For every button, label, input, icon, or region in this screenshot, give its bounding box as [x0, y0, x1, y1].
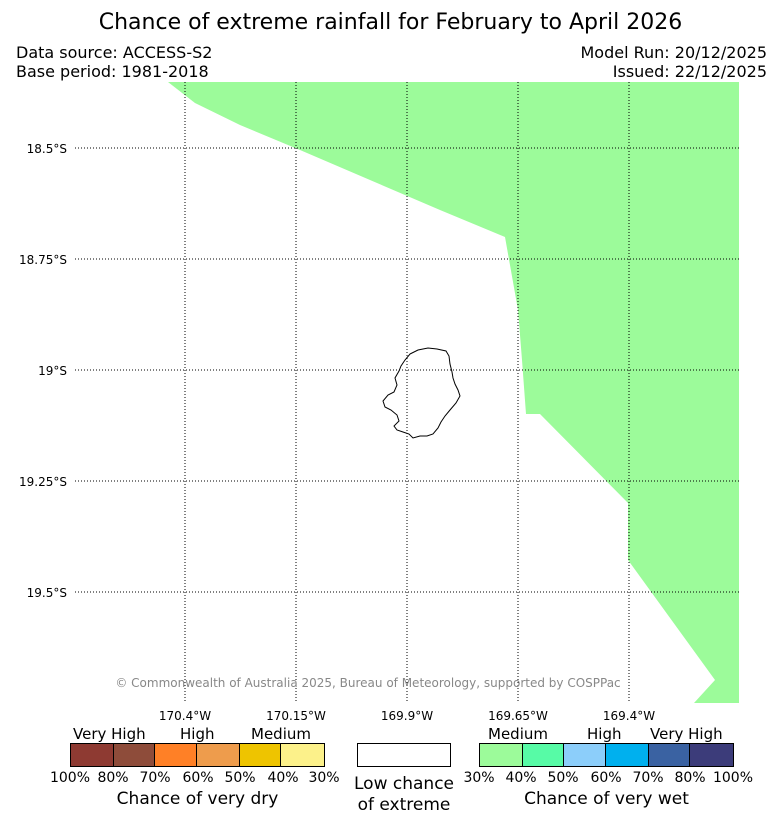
legend-wet-tick: 70%: [632, 770, 664, 786]
legend-swatch: [281, 744, 324, 766]
legend-dry-header-very-high: Very High: [73, 725, 146, 743]
legend-dry-caption: Chance of very dry: [116, 789, 279, 809]
legend-wet-tick: 30%: [463, 770, 495, 786]
legend-swatch: [239, 744, 282, 766]
lon-label: 170.4°W: [159, 709, 211, 723]
legend-swatch: [522, 744, 565, 766]
legend-swatch: [648, 744, 691, 766]
lat-label: 19.25°S: [19, 475, 67, 489]
legend-swatch: [358, 744, 450, 766]
legend-swatch: [71, 744, 114, 766]
legend-dry-tick: 50%: [224, 770, 256, 786]
legend-dry-header-medium: Medium: [251, 725, 311, 743]
meta-left: Data source: ACCESS-S2 Base period: 1981…: [16, 43, 212, 81]
legend-swatch: [155, 744, 197, 766]
lat-label: 18.75°S: [19, 253, 67, 267]
issued-date: Issued: 22/12/2025: [612, 62, 767, 81]
lon-label: 169.4°W: [603, 709, 655, 723]
legend-swatch: [564, 744, 606, 766]
lon-label: 169.65°W: [488, 709, 548, 723]
legend-wet-header-medium: Medium: [488, 725, 548, 743]
legend-wet-tick: 40%: [505, 770, 537, 786]
chart-title: Chance of extreme rainfall for February …: [98, 10, 683, 35]
legend-swatch: [480, 744, 523, 766]
legend-swatch: [113, 744, 156, 766]
lon-label: 169.9°W: [381, 709, 433, 723]
data-source: Data source: ACCESS-S2: [16, 43, 213, 62]
lat-label: 19.5°S: [27, 586, 67, 600]
legend-dry-tick: 60%: [182, 770, 214, 786]
legend-wet-header-very-high: Very High: [650, 725, 723, 743]
legend-wet-tick: 60%: [590, 770, 622, 786]
island-outline: [382, 347, 461, 439]
meta-right: Model Run: 20/12/2025 Issued: 22/12/2025: [581, 43, 768, 81]
model-run: Model Run: 20/12/2025: [580, 43, 768, 62]
lat-label: 19°S: [38, 364, 67, 378]
legend-dry-tick: 40%: [267, 770, 299, 786]
lon-label: 170.15°W: [266, 709, 326, 723]
lat-label: 18.5°S: [27, 142, 67, 156]
legend-low-caption: Low chance of extreme: [340, 774, 468, 816]
base-period: Base period: 1981-2018: [16, 62, 209, 81]
legend-swatch: [690, 744, 733, 766]
legend-wet-header-high: High: [587, 725, 622, 743]
legend-dry-tick: 70%: [139, 770, 171, 786]
legend-wet-tick: 50%: [547, 770, 579, 786]
legend-dry-tick: 30%: [308, 770, 340, 786]
legend-wet-caption: Chance of very wet: [524, 789, 689, 809]
legend-dry-tick: 100%: [49, 770, 91, 786]
legend-dry-tick: 80%: [97, 770, 129, 786]
legend-wet-tick: 80%: [674, 770, 706, 786]
map-area: 18.5°S 18.75°S 19°S 19.25°S 19.5°S 170.4…: [19, 82, 739, 723]
legend-swatch: [197, 744, 240, 766]
legend-low-caption-line2: of extreme: [357, 795, 451, 815]
legend-wet-tick: 100%: [712, 770, 754, 786]
legend-dry-colorbar: [70, 743, 325, 767]
legend-dry-header-high: High: [180, 725, 215, 743]
legend-low-caption-line1: Low chance: [354, 774, 454, 794]
legend-swatch: [606, 744, 649, 766]
legend-low-swatch: [357, 743, 451, 767]
wet-region-medium: [168, 82, 739, 703]
legend-wet-colorbar: [479, 743, 734, 767]
copyright-notice: © Commonwealth of Australia 2025, Bureau…: [115, 676, 621, 690]
